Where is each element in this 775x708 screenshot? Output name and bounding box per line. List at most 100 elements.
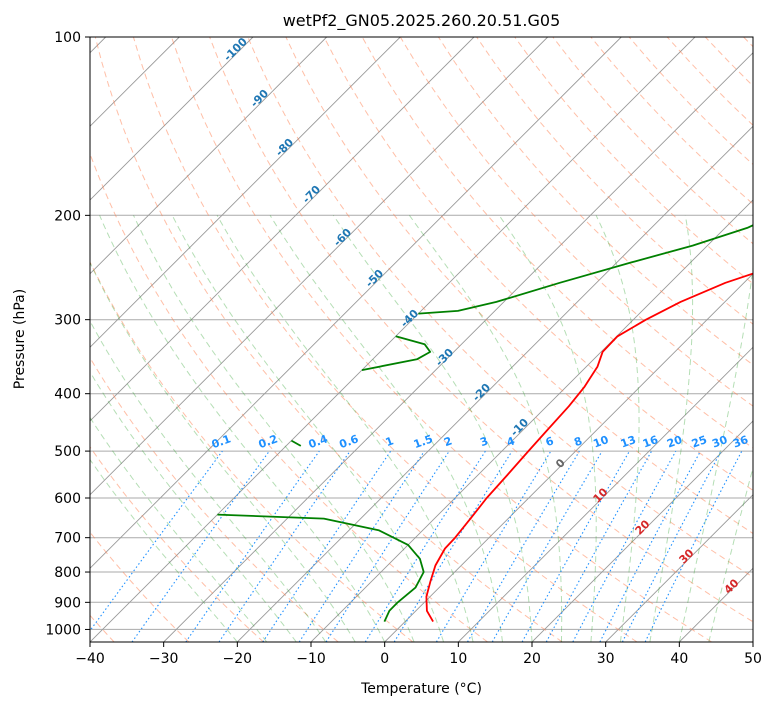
sounding-profiles xyxy=(217,224,753,623)
moist-adiabat-line xyxy=(171,215,445,642)
moist-adiabat-line xyxy=(133,215,415,642)
temperature-profile-line xyxy=(425,272,753,623)
mixing-ratio-line xyxy=(185,450,320,642)
y-tick-label: 900 xyxy=(54,595,81,611)
mixing-ratio-label: 8 xyxy=(572,434,584,449)
dry-adiabat-line xyxy=(704,37,753,87)
reference-line-labels: 0.1 0.2 0.4 0.6 1 1.5 2 3 4 6 8 10 13 16 20 25 30 36-100-… xyxy=(210,35,751,597)
x-tick-label: −10 xyxy=(296,651,326,667)
dry-adiabat-label: -60 xyxy=(331,226,354,249)
dry-adiabat-lines xyxy=(90,37,753,642)
moist-adiabat-line xyxy=(269,215,503,642)
moist-adiabat-line xyxy=(216,215,474,642)
y-tick-label: 700 xyxy=(54,531,81,547)
isotherm-line xyxy=(90,37,475,422)
x-tick-label: 20 xyxy=(523,651,541,667)
mixing-ratio-label: 0.1 xyxy=(210,432,233,451)
moist-adiabat-line xyxy=(90,416,268,642)
x-tick-label: 10 xyxy=(449,651,467,667)
mixing-ratio-line xyxy=(298,450,425,642)
mixing-ratio-line xyxy=(131,450,270,642)
y-tick-label: 400 xyxy=(54,387,81,403)
isotherm-line xyxy=(752,641,753,642)
dry-adiabat-line xyxy=(552,37,753,245)
dry-adiabat-line xyxy=(476,37,753,325)
x-tick-label: −20 xyxy=(223,651,253,667)
mixing-ratio-label: 4 xyxy=(505,434,517,449)
y-tick-label: 1000 xyxy=(45,622,81,638)
dewpoint-profile-line xyxy=(217,224,753,622)
dry-adiabat-line xyxy=(285,37,753,535)
mixing-ratio-line xyxy=(644,450,743,642)
moist-adiabat-line xyxy=(678,264,753,642)
isotherm-line xyxy=(90,37,696,642)
mixing-ratio-line xyxy=(599,450,701,642)
moist-adiabat-line xyxy=(99,215,386,642)
mixing-ratio-label: 3 xyxy=(478,434,490,449)
isotherm-line xyxy=(90,37,622,569)
mixing-ratio-line xyxy=(545,450,653,642)
isotherm-line xyxy=(90,37,401,348)
mixing-ratio-label: 1 xyxy=(384,434,396,449)
mixing-ratio-label: 30 xyxy=(710,433,729,451)
x-tick-label: −40 xyxy=(75,651,105,667)
isotherm-line xyxy=(678,567,753,642)
x-tick-label: −30 xyxy=(149,651,179,667)
y-tick-label: 300 xyxy=(54,313,81,329)
plot-frame xyxy=(89,36,754,643)
x-tick-label: 0 xyxy=(380,651,389,667)
y-tick-label: 500 xyxy=(54,444,81,460)
mixing-ratio-label: 36 xyxy=(731,433,750,451)
chart-title: wetPf2_GN05.2025.260.20.51.G05 xyxy=(283,11,561,31)
x-tick-label: 40 xyxy=(670,651,688,667)
moist-adiabat-line xyxy=(595,215,640,642)
isotherm-line xyxy=(457,346,753,642)
moist-adiabat-line xyxy=(649,215,694,642)
dry-adiabat-label: -20 xyxy=(470,381,493,404)
mixing-ratio-line xyxy=(262,450,392,642)
dry-adiabat-line xyxy=(171,37,712,642)
moist-adiabat-lines xyxy=(90,215,753,642)
moist-adiabat-line xyxy=(90,261,356,642)
isotherm-line xyxy=(236,125,753,642)
moist-adiabat-label: 10 xyxy=(591,485,611,505)
mixing-ratio-line xyxy=(467,450,580,642)
mixing-ratio-label: 1.5 xyxy=(412,432,435,451)
mixing-ratio-label: 6 xyxy=(544,434,556,449)
dry-adiabat-line xyxy=(94,37,563,642)
dry-adiabat-label: -90 xyxy=(248,87,271,110)
dry-adiabat-line xyxy=(743,37,753,48)
pressure-gridlines xyxy=(90,37,753,630)
y-tick-label: 200 xyxy=(54,208,81,224)
dry-adiabat-line xyxy=(514,37,753,285)
mixing-ratio-label: 16 xyxy=(641,433,660,451)
moist-adiabat-line xyxy=(708,465,753,642)
mixing-ratio-label: 13 xyxy=(619,433,638,450)
x-axis-label: Temperature (°C) xyxy=(360,681,482,697)
x-tick-label: 30 xyxy=(597,651,615,667)
y-axis-ticks: 100 200 300 400 500 600 700 800 900 1000 xyxy=(45,30,90,638)
mixing-ratio-label: 0.4 xyxy=(307,432,330,451)
moist-adiabat-line xyxy=(90,458,238,642)
moist-adiabat-label: 0 xyxy=(553,456,568,471)
mixing-ratio-label: 20 xyxy=(665,433,684,451)
dry-adiabat-line xyxy=(90,531,190,642)
mixing-ratio-label: 25 xyxy=(690,433,709,450)
dry-adiabat-label: -100 xyxy=(221,35,250,64)
isotherm-line xyxy=(90,37,549,496)
y-axis-label: Pressure (hPa) xyxy=(12,289,28,389)
mixing-ratio-line xyxy=(572,450,677,642)
mixing-ratio-label: 0.6 xyxy=(338,432,361,451)
isotherm-lines xyxy=(90,37,753,642)
y-tick-label: 100 xyxy=(54,30,81,46)
dry-adiabat-line xyxy=(90,356,339,642)
x-axis-ticks: −40 −30 −20 −10 0 10 20 30 40 50 xyxy=(75,642,762,667)
moist-adiabat-line xyxy=(90,320,327,642)
dry-adiabat-line xyxy=(209,37,753,623)
mixing-ratio-line xyxy=(393,450,513,642)
dry-adiabat-line xyxy=(90,446,264,642)
mixing-ratio-label: 10 xyxy=(591,433,610,451)
isotherm-line xyxy=(90,37,254,201)
mixing-ratio-lines xyxy=(90,450,743,642)
